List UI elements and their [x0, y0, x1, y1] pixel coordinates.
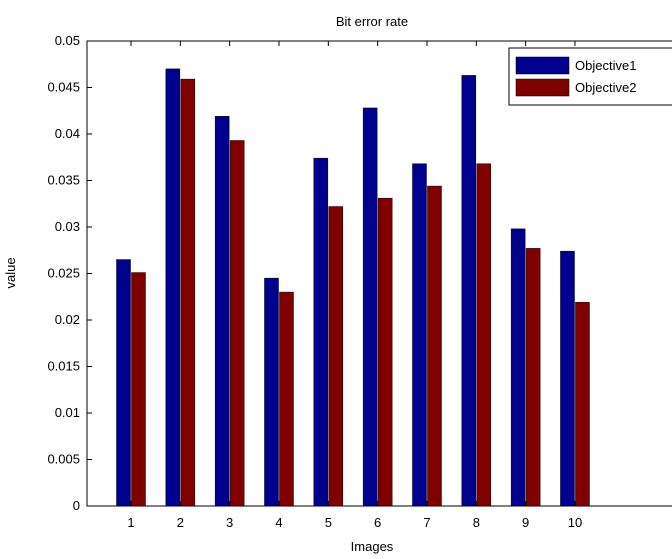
y-tick-label: 0: [73, 498, 80, 513]
bars-layer: [116, 68, 590, 507]
bar-1-1: [116, 259, 131, 507]
bar-2-4: [279, 291, 294, 507]
y-tick-label: 0.005: [47, 452, 80, 467]
bar-1-9: [510, 228, 526, 507]
x-tick-label: 2: [177, 515, 184, 530]
bar-2-7: [427, 185, 442, 507]
y-tick-label: 0.01: [55, 405, 80, 420]
bar-1-8: [461, 75, 477, 507]
x-tick-label: 7: [423, 515, 430, 530]
y-tick-label: 0.04: [55, 126, 80, 141]
ticks-layer: 1 2 3 4 5 6 7 8 9 10 0 0.005 0.01 0.015 0.02 0.025 0.03 0…: [47, 33, 582, 530]
x-tick-label: 3: [226, 515, 233, 530]
x-axis-label: Images: [351, 539, 394, 554]
legend-box: [508, 47, 672, 106]
y-tick-label: 0.02: [55, 312, 80, 327]
y-tick-label: 0.025: [47, 266, 80, 281]
y-tick-label: 0.045: [47, 80, 80, 95]
x-tick-label: 6: [374, 515, 381, 530]
x-tick-label: 5: [325, 515, 332, 530]
legend: Objective1 Objective2: [508, 47, 672, 106]
x-tick-label: 8: [473, 515, 480, 530]
y-tick-label: 0.015: [47, 359, 80, 374]
bar-2-5: [328, 206, 344, 507]
x-tick-label: 1: [127, 515, 134, 530]
x-tick-label: 4: [275, 515, 282, 530]
legend-swatch-2: [515, 78, 570, 97]
y-tick-label: 0.03: [55, 219, 80, 234]
y-axis-label: value: [3, 257, 18, 288]
bar-2-9: [525, 248, 541, 507]
bar-1-6: [362, 107, 378, 507]
legend-swatch-1: [515, 56, 570, 75]
bar-2-10: [575, 302, 590, 507]
bar-2-8: [476, 163, 492, 507]
bar-1-5: [313, 157, 329, 507]
bar-1-3: [214, 116, 230, 507]
bar-2-3: [229, 140, 245, 507]
bar-1-4: [264, 277, 279, 507]
legend-label-1: Objective1: [575, 58, 636, 73]
y-tick-label: 0.05: [55, 33, 80, 48]
legend-label-2: Objective2: [575, 80, 636, 95]
bar-1-2: [165, 68, 181, 507]
x-tick-label: 10: [568, 515, 582, 530]
bar-1-10: [560, 250, 575, 507]
chart-title: Bit error rate: [336, 14, 408, 29]
bar-2-2: [180, 78, 196, 507]
bar-1-7: [412, 163, 427, 507]
x-tick-label: 9: [522, 515, 529, 530]
bar-2-6: [377, 197, 393, 507]
bar-2-1: [131, 272, 146, 507]
y-tick-label: 0.035: [47, 173, 80, 188]
